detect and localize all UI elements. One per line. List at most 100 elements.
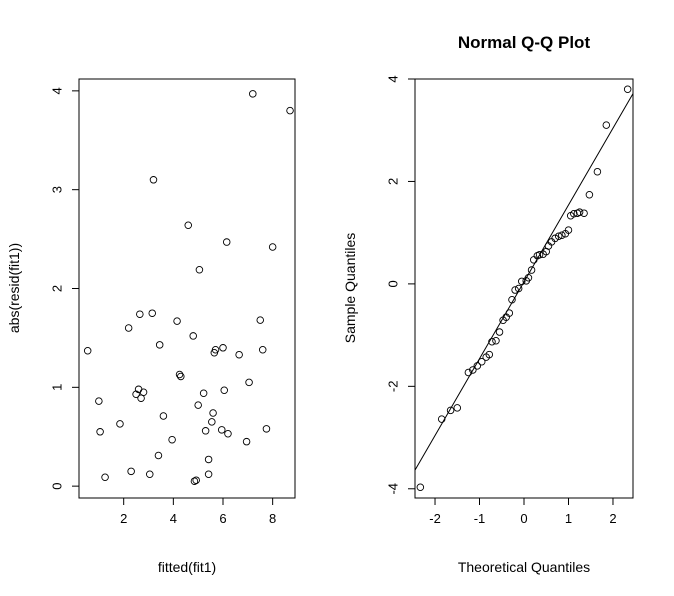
data-point — [623, 85, 632, 93]
y-tick-label: 0 — [50, 483, 65, 490]
data-point — [127, 467, 135, 476]
data-point — [416, 483, 425, 491]
x-tick-label: 0 — [520, 511, 527, 526]
data-point — [201, 427, 210, 435]
y-tick-label: 2 — [386, 178, 401, 185]
x-tick-label: -2 — [429, 511, 441, 526]
data-point — [602, 121, 611, 129]
data-point — [518, 277, 526, 286]
data-point — [208, 418, 216, 426]
data-point — [132, 390, 140, 398]
data-point — [124, 324, 133, 332]
data-point — [219, 344, 227, 352]
data-point — [139, 388, 148, 397]
data-point — [551, 234, 559, 243]
y-tick-label: 1 — [50, 384, 65, 391]
y-tick-label: -2 — [386, 381, 401, 393]
data-point — [558, 231, 566, 239]
left-x-axis-label: fitted(fit1) — [158, 559, 216, 575]
qq-plot-frame — [414, 78, 634, 499]
data-point — [218, 426, 226, 434]
data-point — [168, 435, 176, 444]
x-tick-label: 4 — [170, 511, 177, 526]
data-point — [245, 378, 253, 387]
data-point — [268, 243, 277, 251]
data-point — [575, 208, 584, 216]
data-point — [192, 476, 200, 484]
left-plot-frame — [78, 78, 296, 499]
data-point — [473, 362, 482, 370]
qq-x-axis-label: Theoretical Quantiles — [458, 559, 590, 575]
data-point — [488, 338, 496, 346]
data-point — [95, 397, 103, 405]
x-tick-label: 1 — [565, 511, 572, 526]
data-point — [175, 370, 184, 379]
x-tick-label: 6 — [219, 511, 226, 526]
data-point — [155, 341, 164, 349]
data-point — [222, 238, 231, 246]
data-point — [580, 209, 588, 217]
y-tick-label: -4 — [386, 483, 401, 495]
x-tick-label: 2 — [120, 511, 127, 526]
left-y-axis-label: abs(resid(fit1)) — [6, 243, 22, 333]
y-tick-label: 4 — [386, 75, 401, 82]
data-point — [235, 350, 243, 359]
data-point — [570, 209, 578, 218]
qq-y-axis-label: Sample Quantiles — [342, 233, 358, 344]
data-point — [453, 404, 462, 412]
qq-points — [416, 85, 632, 491]
y-tick-label: 3 — [50, 186, 65, 193]
data-point — [154, 451, 163, 460]
data-point — [524, 273, 533, 282]
data-point — [535, 250, 544, 259]
left-y-axis: 0 1 2 3 4 — [50, 87, 79, 490]
data-point — [177, 372, 185, 381]
data-point — [204, 470, 213, 479]
data-point — [189, 332, 197, 340]
data-point — [505, 309, 514, 317]
y-tick-label: 4 — [50, 87, 65, 94]
data-point — [116, 420, 124, 428]
qq-x-axis: -2 -1 0 1 2 — [429, 498, 617, 526]
left-x-axis: 2 4 6 8 — [120, 498, 276, 526]
data-point — [530, 256, 538, 264]
normal-qq-plot: Normal Q-Q Plot -2 -1 0 1 2 -4 -2 0 2 4 Theoreti… — [342, 33, 634, 575]
data-point — [256, 316, 264, 324]
data-point — [554, 232, 563, 241]
qq-reference-line — [415, 93, 633, 471]
data-point — [184, 221, 192, 230]
data-point — [190, 477, 199, 485]
data-point — [211, 346, 220, 354]
data-point — [148, 309, 156, 317]
data-point — [204, 455, 213, 464]
data-point — [485, 350, 494, 359]
x-tick-label: -1 — [474, 511, 486, 526]
data-point — [249, 90, 257, 98]
data-point — [477, 357, 486, 366]
data-point — [508, 296, 516, 304]
data-point — [242, 437, 251, 446]
qq-reference-line-group — [415, 93, 633, 471]
data-point — [495, 328, 504, 336]
data-point — [149, 176, 158, 184]
data-point — [492, 336, 500, 345]
data-point — [209, 409, 217, 417]
data-point — [224, 430, 232, 438]
data-point — [262, 425, 271, 433]
data-point — [464, 368, 473, 377]
data-point — [101, 473, 109, 481]
data-point — [83, 347, 92, 355]
data-point — [136, 310, 144, 318]
x-tick-label: 2 — [609, 511, 616, 526]
data-point — [194, 401, 202, 409]
y-tick-label: 0 — [386, 280, 401, 287]
qq-plot-title: Normal Q-Q Plot — [458, 33, 591, 52]
data-point — [195, 265, 204, 274]
data-point — [286, 106, 294, 115]
data-point — [511, 286, 519, 294]
y-tick-label: 2 — [50, 285, 65, 292]
data-point — [220, 386, 228, 395]
data-point — [585, 191, 594, 199]
x-tick-label: 8 — [269, 511, 276, 526]
